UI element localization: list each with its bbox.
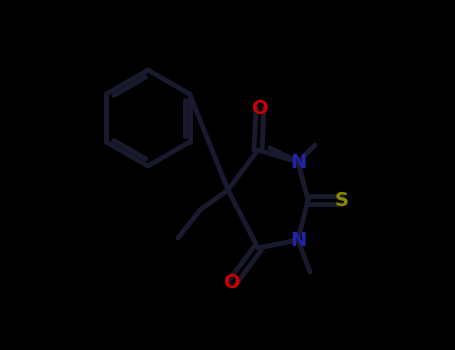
Text: O: O	[252, 98, 268, 118]
Text: N: N	[290, 231, 306, 250]
Text: S: S	[335, 190, 349, 210]
Text: O: O	[224, 273, 240, 293]
Text: N: N	[290, 153, 306, 172]
